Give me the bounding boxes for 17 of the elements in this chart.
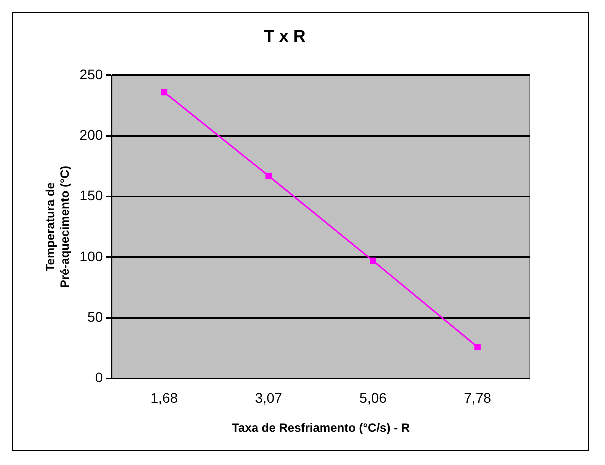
y-tick-label: 0 [95, 370, 104, 386]
x-tick-label: 3,07 [255, 390, 283, 406]
point [370, 258, 376, 264]
point [474, 344, 481, 350]
x-tick-label: 1,68 [150, 390, 178, 406]
y-tick-label: 250 [80, 66, 104, 82]
point [161, 89, 168, 96]
x-tick-label: 7,78 [464, 390, 492, 406]
point [266, 172, 272, 180]
y-tick-label: 50 [88, 308, 104, 325]
y-axis-title: Temperatura de Pré-aquecimento (°C) [44, 166, 72, 288]
x-axis-title: Taxa de Resfriamento (°C/s) - R [232, 421, 410, 436]
y-tick-label: 100 [80, 248, 104, 264]
y-tick-label: 200 [80, 126, 104, 143]
x-tick-label: 5,06 [360, 390, 388, 406]
chart-title: T x R [264, 26, 306, 46]
y-tick-label: 150 [80, 188, 104, 204]
